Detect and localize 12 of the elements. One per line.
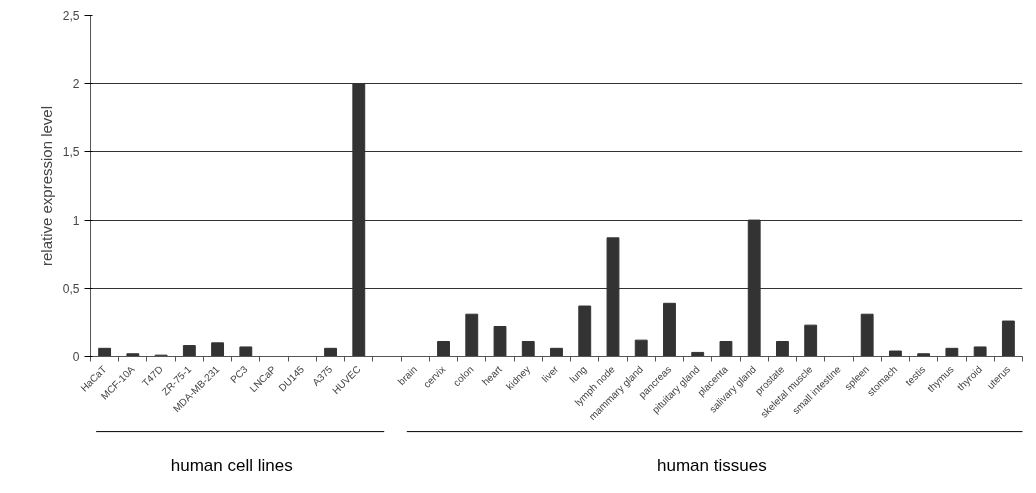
y-tick-label: 0	[72, 350, 80, 364]
y-axis-title: relative expression level	[37, 105, 55, 267]
x-tick-label: lung	[567, 363, 589, 385]
y-tick-label: 0,5	[62, 281, 80, 296]
y-tick-label: 2	[72, 77, 80, 92]
y-tick-label: 1	[72, 213, 80, 228]
x-tick-label: PC3	[228, 363, 251, 386]
y-tick-label: 2,5	[62, 9, 80, 23]
x-tick-label: liver	[539, 363, 561, 385]
text: human tissues	[657, 456, 767, 476]
y-tick-label: 1,5	[62, 145, 80, 160]
text: human cell lines	[170, 456, 293, 476]
